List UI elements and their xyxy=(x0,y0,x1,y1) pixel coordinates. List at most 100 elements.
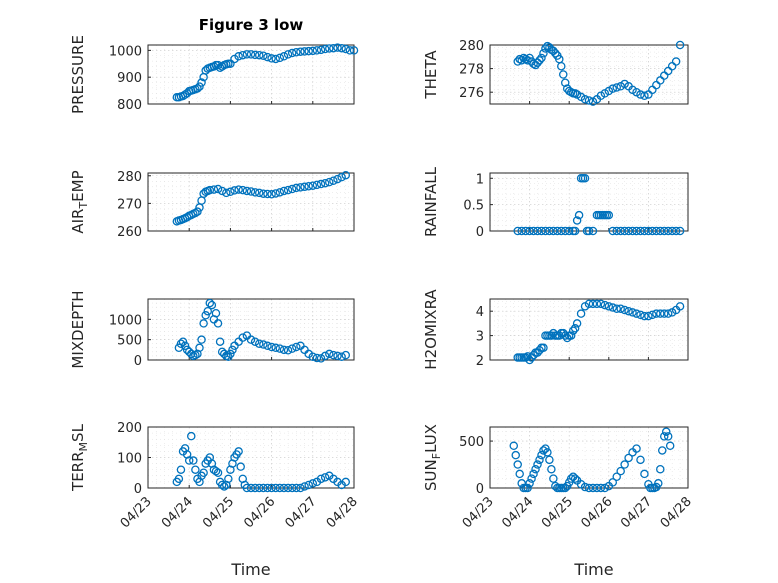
data-point xyxy=(246,483,256,493)
data-point xyxy=(316,474,326,484)
data-point xyxy=(539,446,548,455)
axes-pressure: 800 900 1000 PRESSURE xyxy=(69,35,359,114)
data-point xyxy=(560,483,570,493)
axes-frame xyxy=(489,298,689,361)
data-point xyxy=(580,95,590,104)
data-point xyxy=(535,455,544,465)
data-point xyxy=(279,186,289,196)
data-point xyxy=(236,462,245,471)
data-point xyxy=(557,61,566,71)
data-point xyxy=(513,460,522,469)
data-point xyxy=(604,210,614,220)
data-point xyxy=(663,309,673,318)
data-point xyxy=(551,49,560,58)
axes-background xyxy=(489,44,689,105)
x-tick-label: 04/26 xyxy=(579,494,616,531)
data-point xyxy=(191,208,200,218)
data-point xyxy=(616,466,625,476)
data-point xyxy=(628,308,637,317)
data-point xyxy=(659,309,669,318)
data-point xyxy=(254,483,264,493)
data-point xyxy=(267,190,276,199)
data-point xyxy=(259,340,268,349)
data-point xyxy=(325,44,334,53)
data-point xyxy=(517,56,526,65)
data-point xyxy=(226,187,235,197)
data-point xyxy=(292,483,301,493)
y-tick-label: 900 xyxy=(117,71,142,86)
x-tick-label: 04/25 xyxy=(200,494,237,531)
data-point xyxy=(636,90,645,99)
data-point xyxy=(560,331,570,340)
x-tick-label: 04/23 xyxy=(460,494,497,531)
data-point xyxy=(345,46,355,55)
data-point xyxy=(312,180,322,190)
data-point xyxy=(203,306,212,316)
data-point xyxy=(545,455,554,465)
data-point xyxy=(568,326,578,335)
data-point xyxy=(341,477,351,487)
data-point xyxy=(189,456,198,465)
y-tick-label: 0.5 xyxy=(463,199,484,214)
x-tick-label: 04/24 xyxy=(499,494,536,531)
y-axis-label: MIXDEPTH xyxy=(69,290,87,368)
data-point xyxy=(521,226,530,236)
data-point xyxy=(213,468,223,477)
data-point xyxy=(543,448,552,457)
data-point xyxy=(337,172,346,182)
data-point xyxy=(333,43,342,52)
data-point xyxy=(263,52,272,62)
data-point xyxy=(659,432,669,441)
data-point xyxy=(250,188,260,197)
data-point xyxy=(545,226,554,236)
data-point xyxy=(648,226,657,236)
data-point xyxy=(219,482,229,491)
data-point xyxy=(564,226,574,236)
data-point xyxy=(584,226,594,236)
data-point xyxy=(316,45,326,55)
x-axis-label-left: Time xyxy=(230,560,270,579)
y-axis-label: H2OMIXRA xyxy=(422,289,440,370)
data-point xyxy=(215,337,225,346)
data-point xyxy=(648,310,657,320)
data-point xyxy=(275,188,285,197)
data-point xyxy=(316,354,326,363)
data-point xyxy=(242,50,252,59)
data-point xyxy=(559,70,568,79)
data-point xyxy=(620,305,629,315)
y-axis-label: RAINFALL xyxy=(422,166,440,237)
data-point xyxy=(632,309,641,318)
data-point xyxy=(659,226,669,236)
x-axis-label-right: Time xyxy=(573,560,613,579)
data-point xyxy=(296,183,305,192)
y-tick-label: 276 xyxy=(459,86,484,101)
data-point xyxy=(275,344,285,353)
data-point xyxy=(600,483,610,493)
data-point xyxy=(596,483,606,493)
data-point xyxy=(337,43,346,53)
data-point xyxy=(341,350,351,360)
data-point xyxy=(211,308,221,318)
data-point xyxy=(576,309,586,318)
y-tick-label: 280 xyxy=(459,39,484,54)
data-point xyxy=(199,319,208,328)
data-point xyxy=(608,226,618,236)
data-point xyxy=(250,50,260,60)
data-point xyxy=(226,349,235,359)
data-point xyxy=(226,59,235,69)
data-point xyxy=(549,474,558,483)
data-point xyxy=(254,188,264,198)
data-point xyxy=(549,226,558,236)
data-point xyxy=(337,352,346,361)
data-point xyxy=(663,226,673,236)
axes-mixdepth: 0 500 1000 MIXDEPTH xyxy=(69,290,355,369)
data-point xyxy=(612,304,621,314)
data-point xyxy=(616,304,625,314)
data-point xyxy=(205,185,215,195)
data-point xyxy=(612,83,621,92)
x-tick-label: 04/28 xyxy=(658,494,695,531)
data-point xyxy=(234,447,243,456)
data-point xyxy=(184,456,194,465)
data-point xyxy=(304,46,313,56)
data-point xyxy=(174,474,184,484)
